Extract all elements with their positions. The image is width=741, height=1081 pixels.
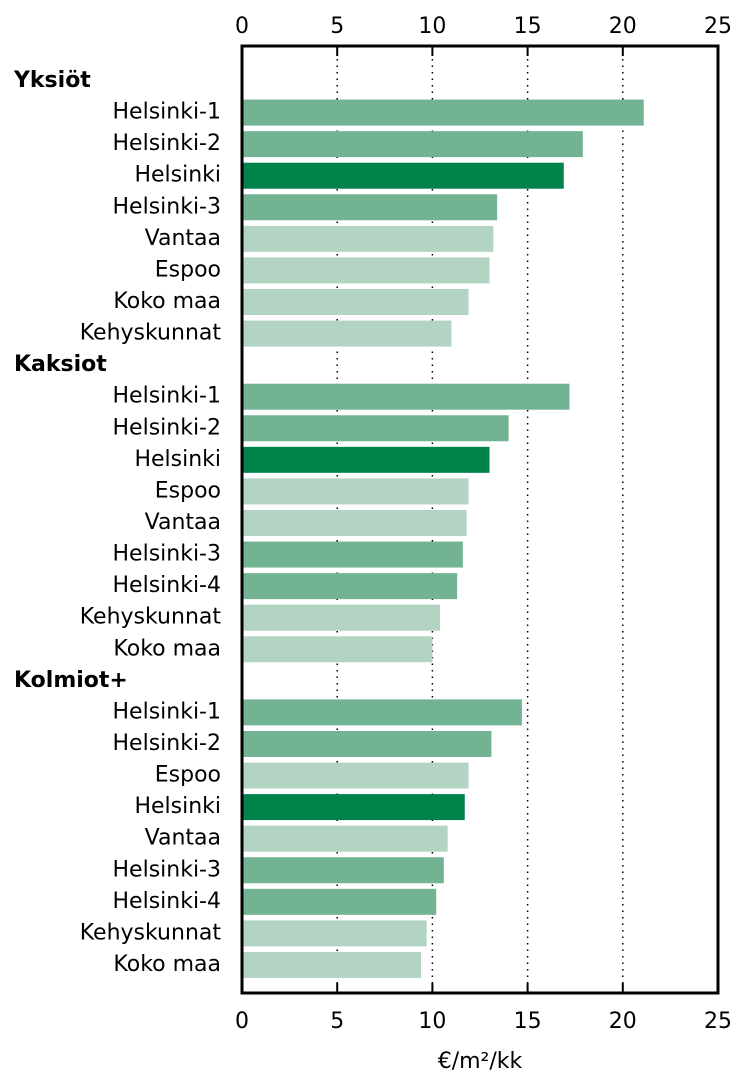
y-tick-label: Kehyskunnat	[80, 321, 222, 346]
y-tick-label: Koko maa	[113, 952, 221, 977]
y-tick-label: Helsinki	[134, 447, 221, 472]
y-tick-label: Helsinki-3	[113, 542, 222, 567]
x-tick-label: 20	[609, 14, 637, 39]
bar	[242, 288, 469, 315]
group-header: Yksiöt	[13, 68, 91, 93]
x-tick-label: 0	[235, 14, 249, 39]
bar	[242, 415, 509, 442]
y-tick-label: Helsinki-3	[113, 857, 222, 882]
y-tick-label: Vantaa	[145, 226, 221, 251]
y-tick-label: Vantaa	[145, 826, 221, 851]
x-tick-label: 25	[704, 14, 732, 39]
y-tick-label: Espoo	[155, 478, 221, 503]
y-tick-label: Helsinki-2	[113, 731, 222, 756]
bar	[242, 257, 490, 284]
y-tick-label: Koko maa	[113, 636, 221, 661]
bar	[242, 920, 427, 947]
bar	[242, 636, 433, 663]
y-tick-label: Koko maa	[113, 289, 221, 314]
bar	[242, 794, 465, 821]
y-tick-label: Helsinki-4	[113, 573, 222, 598]
bar	[242, 320, 452, 347]
x-tick-label: 5	[330, 14, 344, 39]
x-axis-label: €/m²/kk	[438, 1049, 523, 1074]
bar	[242, 951, 421, 978]
y-tick-label: Helsinki	[134, 163, 221, 188]
x-tick-label: 10	[418, 14, 446, 39]
x-tick-label: 10	[418, 1009, 446, 1034]
y-tick-label: Helsinki-1	[113, 100, 222, 125]
y-tick-label: Helsinki-2	[113, 131, 222, 156]
bar	[242, 857, 444, 884]
bar	[242, 162, 564, 189]
bar	[242, 446, 490, 473]
x-tick-label: 15	[514, 14, 542, 39]
y-tick-label: Kehyskunnat	[80, 605, 222, 630]
bar	[242, 383, 570, 410]
y-tick-label: Espoo	[155, 257, 221, 282]
y-tick-label: Helsinki-1	[113, 699, 222, 724]
group-header: Kolmiot+	[14, 668, 128, 693]
group-header: Kaksiot	[14, 352, 107, 377]
y-tick-label: Helsinki-2	[113, 415, 222, 440]
y-tick-label: Helsinki	[134, 794, 221, 819]
bar	[242, 699, 522, 726]
bar	[242, 730, 492, 757]
x-tick-label: 20	[609, 1009, 637, 1034]
y-tick-label: Espoo	[155, 763, 221, 788]
x-tick-label: 5	[330, 1009, 344, 1034]
y-tick-label: Helsinki-4	[113, 889, 222, 914]
bar	[242, 604, 441, 631]
y-tick-label: Kehyskunnat	[80, 920, 222, 945]
bar	[242, 509, 467, 536]
x-tick-label: 0	[235, 1009, 249, 1034]
bar	[242, 825, 448, 852]
bar	[242, 225, 494, 252]
bar	[242, 888, 437, 915]
bar	[242, 762, 469, 789]
plot-frame	[240, 44, 720, 995]
bar	[242, 194, 498, 221]
bar	[242, 541, 463, 568]
y-tick-label: Helsinki-1	[113, 384, 222, 409]
bar	[242, 478, 469, 505]
bar	[242, 131, 583, 158]
bar	[242, 99, 644, 126]
x-tick-label: 15	[514, 1009, 542, 1034]
x-tick-label: 25	[704, 1009, 732, 1034]
y-tick-label: Vantaa	[145, 510, 221, 535]
bar	[242, 573, 458, 600]
y-tick-label: Helsinki-3	[113, 194, 222, 219]
